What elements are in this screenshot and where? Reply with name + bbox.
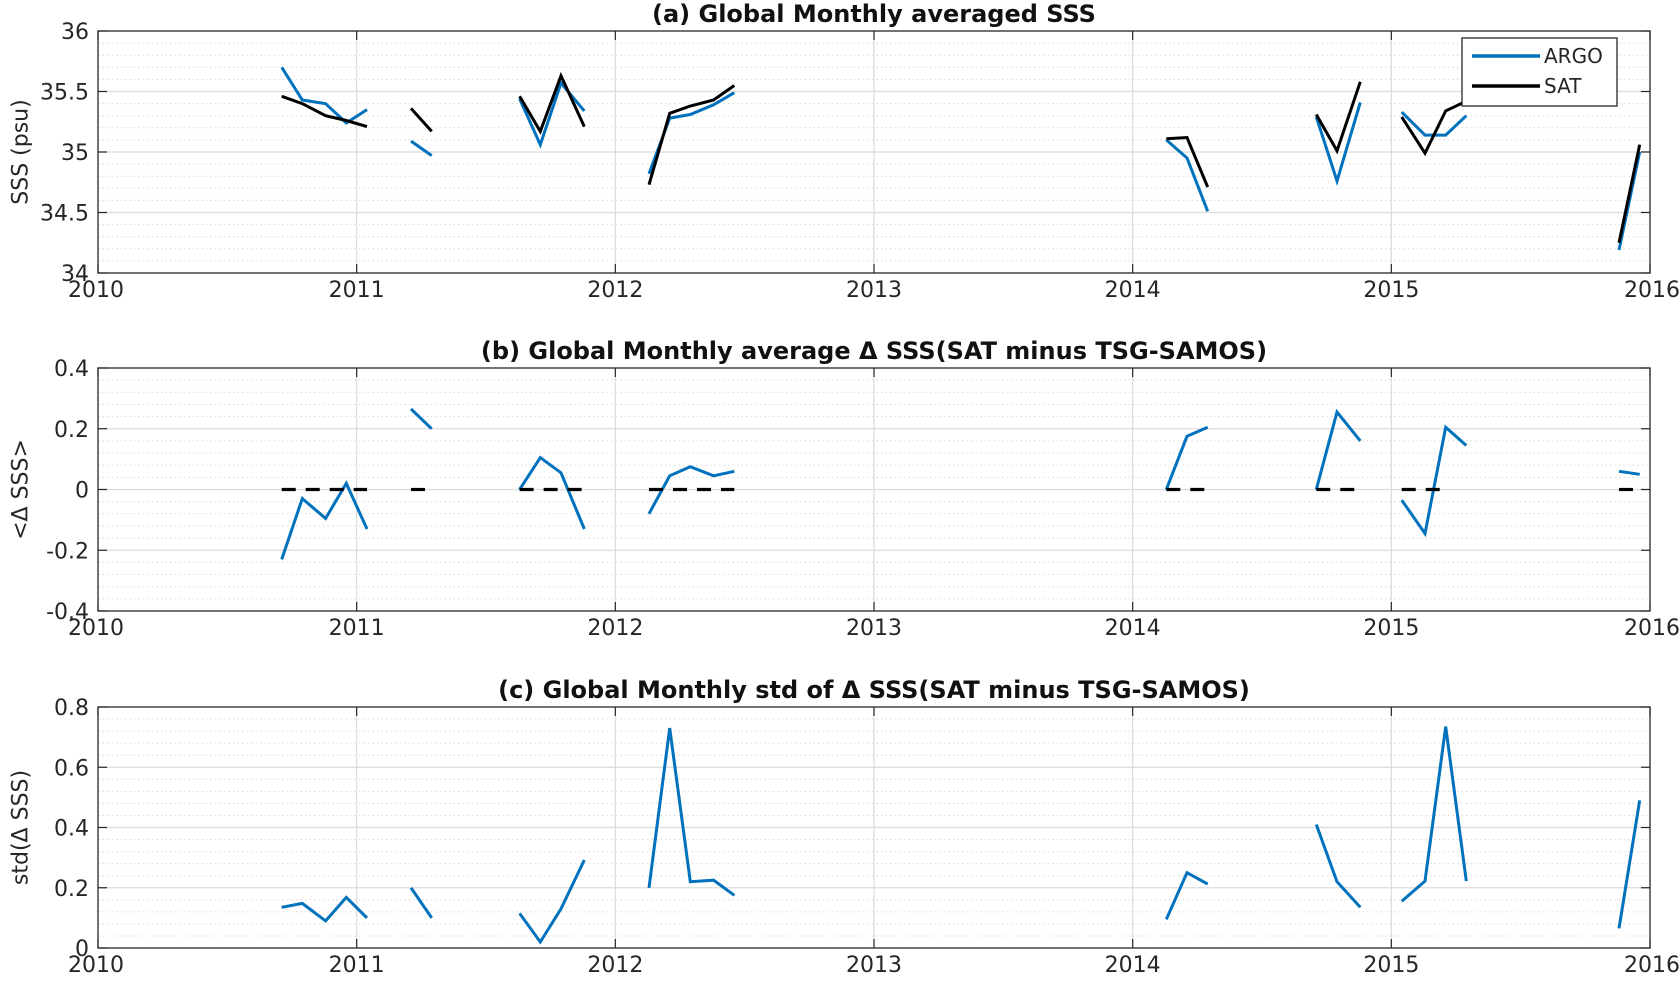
x-tick-label: 2015 xyxy=(1363,953,1419,978)
legend: ARGO SAT xyxy=(1461,37,1618,107)
panel-c-title: (c) Global Monthly std of Δ SSS(SAT minu… xyxy=(498,676,1250,704)
x-tick-label: 2010 xyxy=(68,616,124,641)
panel-c-ylabel: std(Δ SSS) xyxy=(9,770,34,885)
x-tick-label: 2010 xyxy=(68,953,124,978)
panel-b-series-delta-line xyxy=(280,480,369,560)
y-tick-label: 36 xyxy=(61,20,89,45)
x-tick-label: 2011 xyxy=(329,616,385,641)
x-tick-label: 2010 xyxy=(68,278,124,303)
panel-c-series-delta-line xyxy=(409,886,433,919)
panel-a-series-sat-line xyxy=(1166,135,1210,188)
panel-c-series-delta-line xyxy=(1617,800,1642,929)
panel-a-title: (a) Global Monthly averaged SSS xyxy=(652,0,1096,28)
x-tick-label: 2013 xyxy=(846,953,902,978)
x-tick-label: 2011 xyxy=(329,953,385,978)
panel-a-series-argo-line xyxy=(1314,101,1362,187)
panel-c-series-delta-line xyxy=(647,727,736,897)
panel-b-ylabel: <Δ SSS> xyxy=(9,439,34,540)
x-tick-label: 2016 xyxy=(1624,616,1680,641)
panel-a-ylabel: SSS (psu) xyxy=(9,99,34,204)
panel-a: 2010 2011 2012 2013 2014 2015 2016 34 34.5 35 35.5… xyxy=(9,0,1680,303)
x-tick-label: 2016 xyxy=(1624,278,1680,303)
x-tick-label: 2016 xyxy=(1624,953,1680,978)
legend-label-sat: SAT xyxy=(1544,74,1582,98)
y-tick-label: 0.2 xyxy=(54,877,89,902)
y-tick-label: 0 xyxy=(75,937,89,962)
x-tick-label: 2014 xyxy=(1105,616,1161,641)
legend-box xyxy=(1461,37,1618,107)
y-tick-label: 34 xyxy=(61,262,89,287)
panel-b-series-delta-line xyxy=(409,407,433,430)
panel-c: 2010 2011 2012 2013 2014 2015 2016 0 0.2 0.4 0.6 0.… xyxy=(9,676,1680,978)
panel-b-series-delta-line xyxy=(518,455,586,530)
x-tick-label: 2011 xyxy=(329,278,385,303)
panel-b-title: (b) Global Monthly average Δ SSS(SAT min… xyxy=(481,337,1267,365)
panel-b-series-delta-line xyxy=(1618,469,1640,476)
panel-a-series-argo-line xyxy=(280,66,368,125)
panel-a-series-sat-line xyxy=(409,107,433,133)
y-tick-label: -0.2 xyxy=(46,539,89,564)
panel-b-series-delta-line xyxy=(1400,424,1468,538)
panel-a-series-argo-line xyxy=(410,139,433,157)
y-tick-label: -0.4 xyxy=(46,600,89,625)
panel-a-series-sat-line xyxy=(281,94,368,129)
y-tick-label: 0.4 xyxy=(54,357,89,382)
x-tick-label: 2012 xyxy=(587,953,643,978)
y-tick-label: 0.2 xyxy=(54,418,89,443)
panel-b: 2010 2011 2012 2013 2014 2015 2016 -0.4 -0.2 0 0.2… xyxy=(9,337,1680,641)
x-tick-label: 2015 xyxy=(1363,616,1419,641)
x-tick-label: 2012 xyxy=(587,616,643,641)
panel-c-series-delta-line xyxy=(1400,726,1468,903)
y-tick-label: 0 xyxy=(75,479,89,504)
y-tick-label: 0.8 xyxy=(54,696,89,721)
panel-b-series-delta-line xyxy=(1164,425,1209,491)
y-tick-label: 0.4 xyxy=(54,817,89,842)
y-tick-label: 35 xyxy=(61,141,89,166)
panel-c-series-delta-line xyxy=(518,859,586,945)
panel-b-series-delta-line xyxy=(1314,408,1362,490)
x-tick-label: 2014 xyxy=(1105,278,1161,303)
panel-a-series-argo-line xyxy=(518,79,586,149)
panel-a-series-sat-line xyxy=(647,84,736,186)
panel-a-series-sat-line xyxy=(518,71,586,135)
x-tick-label: 2013 xyxy=(846,616,902,641)
x-tick-label: 2012 xyxy=(587,278,643,303)
x-tick-label: 2013 xyxy=(846,278,902,303)
x-tick-label: 2015 xyxy=(1363,278,1419,303)
y-tick-label: 35.5 xyxy=(40,81,89,106)
panel-a-series-sat-line xyxy=(1617,144,1642,244)
y-tick-label: 34.5 xyxy=(40,202,89,227)
x-tick-label: 2014 xyxy=(1105,953,1161,978)
y-tick-label: 0.6 xyxy=(54,756,89,781)
panel-a-series-sat-line xyxy=(1314,81,1362,155)
panel-c-series-delta-line xyxy=(1164,870,1209,921)
panel-c-series-delta-line xyxy=(1314,823,1362,909)
legend-label-argo: ARGO xyxy=(1544,44,1603,68)
panel-a-series-argo-line xyxy=(1165,138,1210,212)
panel-c-series-delta-line xyxy=(281,895,369,923)
